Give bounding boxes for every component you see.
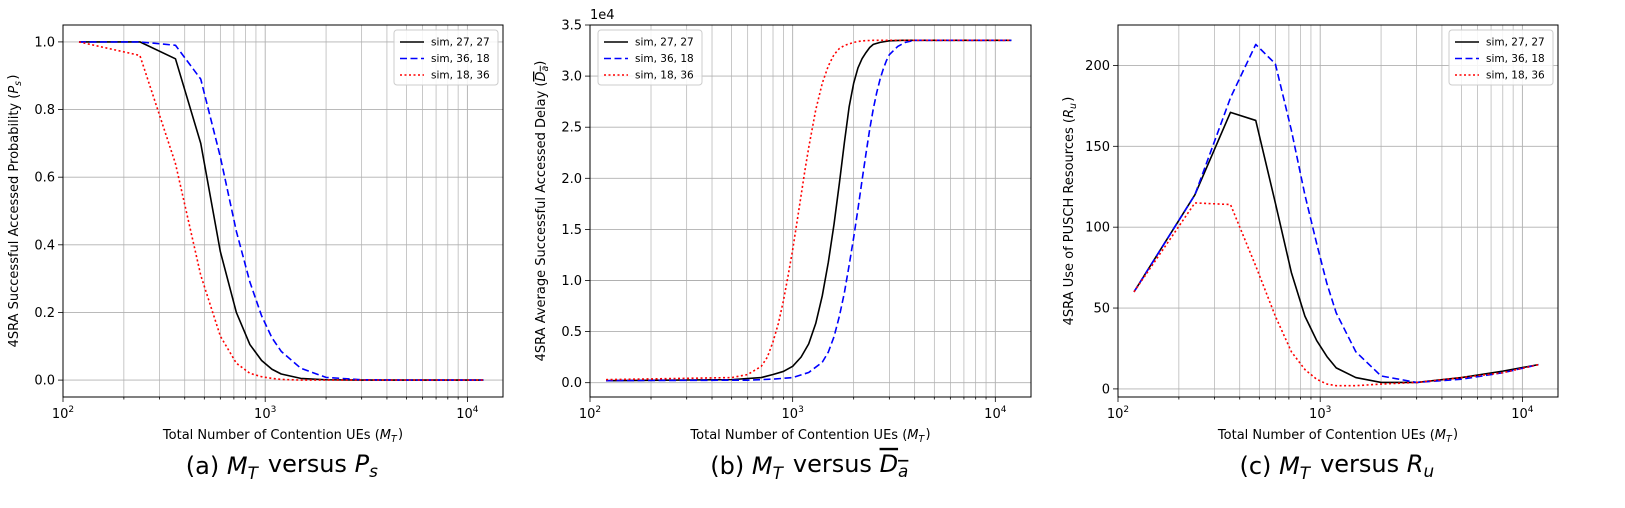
y-tick-label: 200 [1085,59,1110,74]
series-line-1 [79,41,484,381]
y-tick-label: 100 [1085,221,1110,236]
legend-entry-2: sim, 36, 18 [1486,53,1545,65]
legend-entry-3: sim, 18, 36 [635,70,694,82]
panel-caption: (c) MT versus Ru [1240,448,1437,483]
y-tick-label: 0.0 [561,376,582,391]
y-offset-label: 1e4 [590,8,615,23]
y-tick-label: 150 [1085,140,1110,155]
y-tick-label: 50 [1093,302,1110,317]
y-tick-label: 0 [1102,382,1110,397]
axes-frame [62,24,504,398]
x-tick-label: 102 [52,405,74,422]
legend-entry-3: sim, 18, 36 [1486,70,1545,82]
series-line-2 [1133,43,1539,384]
legend-entry-2: sim, 36, 18 [635,53,694,65]
x-tick-label: 104 [456,405,479,422]
y-tick-label: 1.0 [34,35,55,50]
y-tick-label: 0.0 [34,374,55,389]
chart-panel-1: 102 103 104 0.0 0.2 0.4 0.6 0.8 1.0 Total Number … [6,24,504,483]
x-tick-label: 102 [1107,405,1129,422]
legend-entry-2: sim, 36, 18 [431,53,490,65]
x-tick-label: 103 [1309,405,1331,422]
legend: sim, 27, 27 sim, 36, 18 sim, 18, 36 [393,29,499,86]
axes-frame [589,24,1032,398]
axes-frame [1117,24,1559,398]
series-group [1133,43,1539,387]
y-tick-label: 0.5 [561,325,582,340]
x-tick-label: 104 [984,405,1007,422]
series-line-3 [1133,202,1539,387]
x-axis-label: Total Number of Contention UEs (MT ) [689,427,930,445]
y-tick-label: 0.4 [34,238,55,253]
series-line-1 [606,39,1012,382]
chart-panel-3: 102 103 104 0 50 100 150 200 Total Number of Con… [1061,24,1559,483]
y-tick-label: 3.0 [561,70,582,85]
y-tick-label: 0.8 [34,103,55,118]
x-tick-label: 103 [254,405,276,422]
legend-box [1448,29,1554,86]
grid [62,25,503,397]
y-tick-label: 2.0 [561,172,582,187]
y-tick-label: 0.2 [34,306,55,321]
legend: sim, 27, 27 sim, 36, 18 sim, 18, 36 [597,29,703,86]
series-group [78,41,484,381]
y-axis-label: 4SRA Use of PUSCH Resources (Ru ) [1061,97,1079,326]
panel-caption: (b) MT versus Da [710,448,910,483]
x-tick-label: 104 [1511,405,1534,422]
legend: sim, 27, 27 sim, 36, 18 sim, 18, 36 [1448,29,1554,86]
y-axis-label: 4SRA Successful Accessed Probability (Ps… [6,75,24,348]
y-tick-label: 3.5 [561,19,582,34]
y-tick-label: 1.5 [561,223,582,238]
x-tick-label: 102 [579,405,601,422]
y-tick-label: 0.6 [34,171,55,186]
y-axis-label: 4SRA Average Successful Accessed Delay (… [533,61,551,362]
x-tick-label: 103 [782,405,804,422]
series-line-2 [79,41,484,381]
series-line-3 [78,41,484,381]
series-group [606,39,1012,382]
chart-panel-2: 102 103 104 0.0 0.5 1.0 1.5 2.0 2.5 3.0 3.5 1e4 Tota… [533,8,1032,483]
legend-entry-3: sim, 18, 36 [431,70,490,82]
y-tick-label: 1.0 [561,274,582,289]
legend-entry-1: sim, 27, 27 [635,37,694,49]
x-axis-label: Total Number of Contention UEs (MT ) [1217,427,1458,445]
legend-box [393,29,499,86]
panel-caption: (a) MT versus Ps [186,448,380,483]
x-axis-label: Total Number of Contention UEs (MT ) [162,427,403,445]
y-tick-label: 2.5 [561,121,582,136]
legend-entry-1: sim, 27, 27 [431,37,490,49]
legend-entry-1: sim, 27, 27 [1486,37,1545,49]
legend-box [597,29,703,86]
